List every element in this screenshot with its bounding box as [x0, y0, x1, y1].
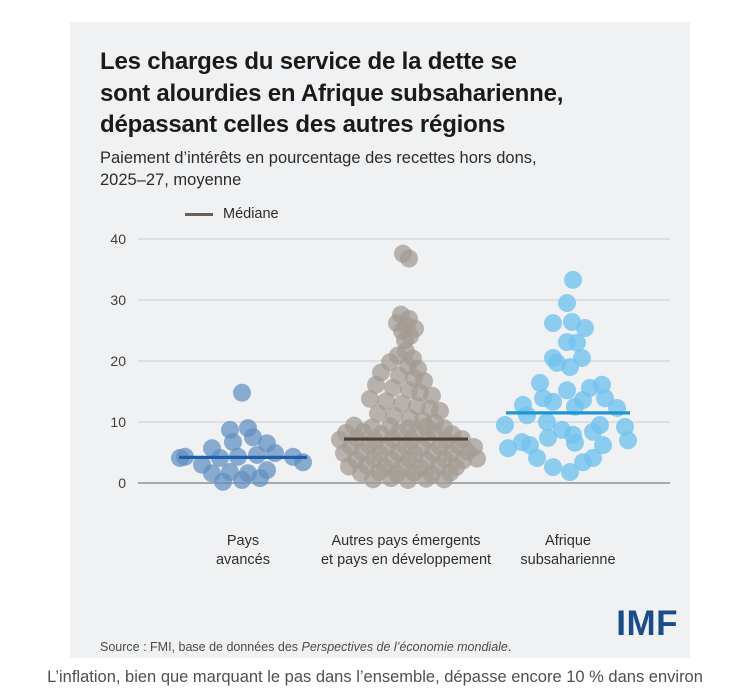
- data-point: [544, 392, 562, 411]
- data-point: [251, 469, 269, 488]
- y-tick-label: 40: [110, 231, 126, 247]
- chart-title: Les charges du service de la dette se so…: [100, 46, 660, 141]
- chart-subtitle: Paiement d’intérêts en pourcentage des r…: [100, 148, 640, 192]
- data-point: [382, 469, 400, 488]
- data-point: [496, 416, 514, 435]
- data-point: [594, 436, 612, 455]
- data-point: [564, 270, 582, 289]
- chart-title-line3: dépassant celles des autres régions: [100, 111, 506, 139]
- data-point: [561, 463, 579, 482]
- data-point: [528, 448, 546, 467]
- legend-label: Médiane: [223, 206, 279, 222]
- group-label-afrique-subsaharienne: Afrique subsaharienne: [520, 533, 616, 568]
- data-point: [499, 439, 517, 458]
- data-point: [558, 294, 576, 313]
- data-point: [233, 470, 251, 489]
- median-line-swatch: [185, 212, 213, 216]
- data-point: [224, 433, 242, 452]
- imf-logo: IMF: [616, 604, 678, 643]
- data-point: [568, 333, 586, 352]
- data-point: [399, 470, 417, 489]
- data-point: [544, 314, 562, 333]
- data-point: [248, 445, 266, 464]
- group-label-autres-pays-emergents: Autres pays émergents et pays en dévelop…: [320, 533, 492, 568]
- data-point: [417, 469, 435, 488]
- data-point: [538, 413, 556, 431]
- data-point: [591, 416, 609, 435]
- y-tick-label: 0: [118, 475, 126, 491]
- data-point: [544, 458, 562, 477]
- chart-subtitle-line2: 2025–27, moyenne: [100, 170, 242, 189]
- data-point: [531, 373, 549, 392]
- data-point: [400, 249, 418, 268]
- legend: Médiane: [185, 206, 279, 222]
- y-tick-label: 20: [110, 353, 126, 369]
- group-label-pays-avances: Pays avancés: [215, 533, 271, 568]
- source-note: Source : FMI, base de données des Perspe…: [100, 640, 512, 654]
- data-point: [584, 448, 602, 467]
- data-point: [266, 444, 284, 463]
- data-point: [518, 406, 536, 425]
- data-point: [561, 358, 579, 377]
- data-point: [616, 417, 634, 436]
- data-point: [435, 470, 453, 489]
- data-point: [566, 433, 584, 452]
- data-point: [468, 449, 486, 468]
- data-point: [364, 470, 382, 489]
- data-point: [214, 472, 232, 491]
- data-point: [619, 431, 637, 450]
- article-caption: L’inflation, bien que marquant le pas da…: [47, 668, 703, 686]
- data-point: [361, 389, 379, 408]
- y-tick-label: 10: [110, 414, 126, 430]
- data-point: [367, 375, 385, 394]
- y-tick-label: 30: [110, 292, 126, 308]
- data-point: [244, 428, 262, 447]
- chart-title-line1: Les charges du service de la dette se: [100, 48, 517, 75]
- data-point: [369, 404, 387, 423]
- data-point: [233, 383, 251, 402]
- data-point: [558, 381, 576, 400]
- beeswarm-chart: 0 10 20 30 40: [110, 231, 670, 491]
- chart-subtitle-line1: Paiement d’intérêts en pourcentage des r…: [100, 149, 537, 167]
- figure-card: Les charges du service de la dette se so…: [70, 22, 690, 658]
- chart-title-line2: sont alourdies en Afrique subsaharienne,: [100, 79, 564, 107]
- data-point: [384, 378, 402, 397]
- data-point: [593, 375, 611, 394]
- data-point: [576, 319, 594, 338]
- data-point: [596, 389, 614, 408]
- data-point: [539, 428, 557, 447]
